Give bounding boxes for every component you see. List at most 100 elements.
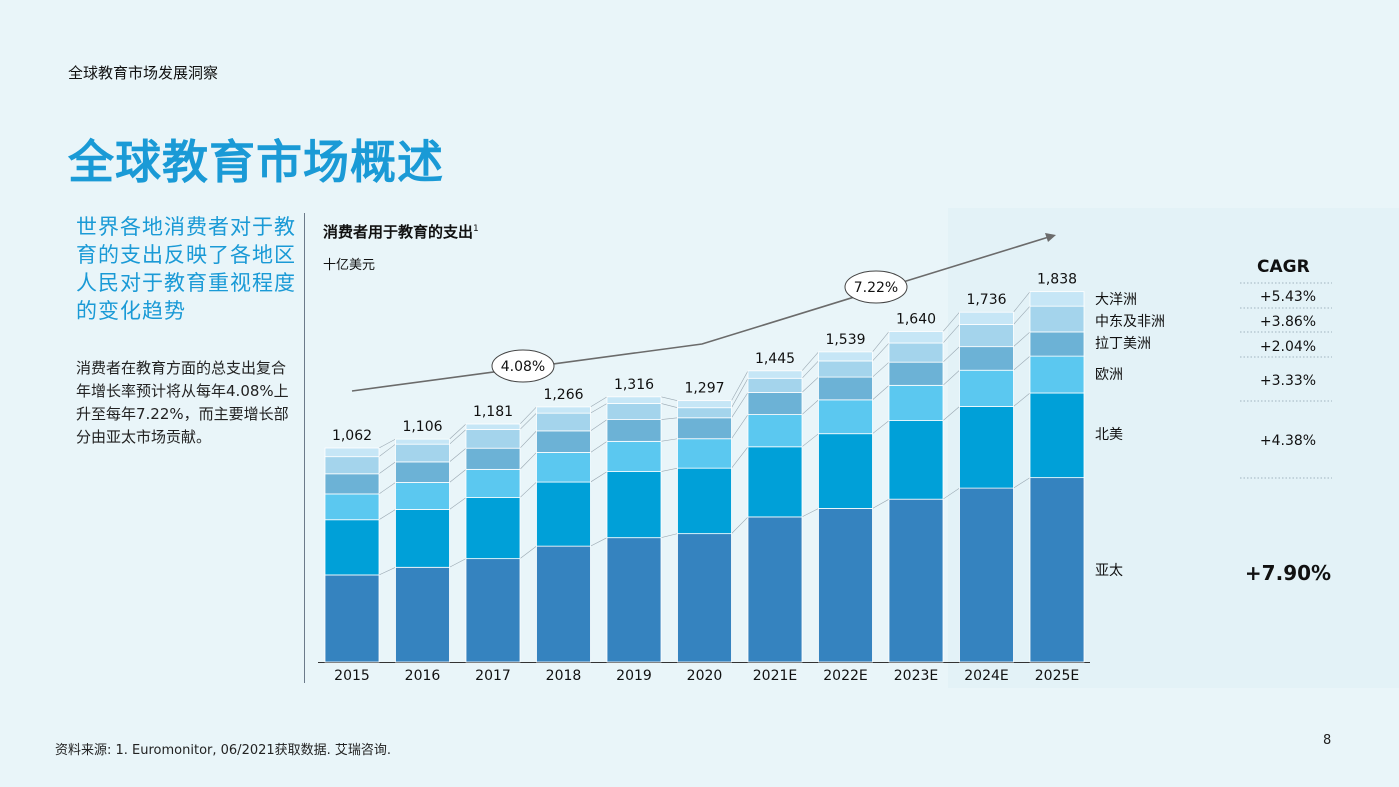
connector-line bbox=[872, 498, 890, 509]
bar-total-label: 1,266 bbox=[543, 387, 583, 403]
growth-rate-bubble bbox=[491, 349, 555, 383]
page-number: 8 bbox=[1323, 733, 1332, 748]
bar-segment-2 bbox=[324, 493, 380, 521]
connector-line bbox=[942, 406, 960, 421]
chart-title: 消费者用于教育的支出1 bbox=[323, 221, 479, 242]
connector-line bbox=[1013, 291, 1031, 313]
legend-label: 拉丁美洲 bbox=[1095, 336, 1151, 352]
growth-rate-bubble bbox=[844, 270, 908, 304]
trend-arrow-head bbox=[1045, 233, 1056, 242]
connector-line bbox=[449, 447, 467, 463]
bar-segment-4 bbox=[959, 324, 1014, 348]
bar-segment-4 bbox=[324, 456, 380, 475]
bar-segment-1 bbox=[1029, 392, 1085, 479]
bar-segment-4 bbox=[395, 443, 450, 463]
chart-title-note: 1 bbox=[473, 224, 479, 234]
connector-line bbox=[590, 441, 608, 453]
connector-line bbox=[801, 360, 819, 379]
bar-segment-4 bbox=[818, 360, 873, 378]
bar-segment-1 bbox=[324, 519, 380, 576]
connector-line bbox=[449, 558, 467, 568]
bar-segment-5 bbox=[677, 400, 732, 409]
legend-label: 大洋洲 bbox=[1095, 292, 1137, 308]
connector-line bbox=[731, 516, 749, 534]
x-tick-label: 2019 bbox=[616, 668, 652, 684]
connector-line bbox=[1013, 355, 1031, 371]
bar-segment-0 bbox=[536, 545, 591, 663]
bar-total-label: 1,736 bbox=[966, 292, 1006, 308]
bar-segment-3 bbox=[324, 473, 380, 495]
bar-segment-5 bbox=[606, 396, 662, 404]
chart-panel-background bbox=[948, 208, 1399, 688]
bar-segment-1 bbox=[465, 497, 521, 560]
bar-segment-2 bbox=[818, 399, 873, 435]
connector-line bbox=[378, 509, 396, 520]
bar-segment-0 bbox=[959, 487, 1014, 663]
x-tick-label: 2022E bbox=[823, 668, 867, 684]
connector-line bbox=[660, 438, 678, 442]
bar-segment-2 bbox=[677, 438, 732, 469]
bar-segment-2 bbox=[606, 440, 662, 472]
bar-segment-0 bbox=[324, 574, 380, 663]
legend-label: 欧洲 bbox=[1095, 367, 1123, 383]
cagr-value: +4.38% bbox=[1260, 433, 1316, 449]
x-tick-label: 2018 bbox=[546, 668, 582, 684]
cagr-value: +5.43% bbox=[1260, 289, 1316, 305]
bar-segment-2 bbox=[395, 482, 450, 510]
connector-line bbox=[801, 399, 819, 415]
bar-segment-1 bbox=[959, 406, 1014, 489]
legend-label: 中东及非洲 bbox=[1095, 314, 1165, 330]
bar-segment-2 bbox=[536, 452, 591, 483]
bar-segment-3 bbox=[818, 376, 873, 401]
connector-line bbox=[449, 423, 467, 440]
legend-label: 亚太 bbox=[1095, 563, 1123, 579]
bar-segment-5 bbox=[888, 331, 944, 344]
connector-line bbox=[801, 376, 819, 393]
growth-rate-label: 7.22% bbox=[854, 280, 898, 296]
connector-line bbox=[519, 406, 537, 425]
bar-segment-0 bbox=[818, 508, 873, 663]
page-title: 全球教育市场概述 bbox=[68, 135, 444, 189]
connector-line bbox=[378, 443, 396, 457]
bar-total-label: 1,445 bbox=[755, 351, 795, 367]
connector-line bbox=[731, 392, 749, 418]
connector-line bbox=[378, 482, 396, 495]
bar-segment-0 bbox=[606, 537, 662, 663]
bar-segment-4 bbox=[606, 403, 662, 420]
bar-total-label: 1,297 bbox=[684, 381, 724, 397]
connector-line bbox=[872, 385, 890, 401]
cagr-value: +7.90% bbox=[1245, 561, 1331, 585]
connector-line bbox=[519, 452, 537, 470]
bar-segment-3 bbox=[888, 361, 944, 386]
connector-line bbox=[731, 370, 749, 401]
connector-line bbox=[731, 378, 749, 408]
bar-segment-3 bbox=[606, 419, 662, 442]
connector-line bbox=[449, 497, 467, 510]
bar-segment-5 bbox=[324, 447, 380, 458]
bar-segment-2 bbox=[888, 384, 944, 422]
bar-segment-5 bbox=[465, 423, 521, 430]
bar-segment-1 bbox=[818, 433, 873, 509]
connector-line bbox=[731, 414, 749, 439]
bar-segment-0 bbox=[677, 533, 732, 663]
x-tick-label: 2017 bbox=[475, 668, 511, 684]
connector-line bbox=[590, 419, 608, 432]
connector-line bbox=[660, 533, 678, 538]
connector-line bbox=[378, 461, 396, 475]
chart-title-text: 消费者用于教育的支出 bbox=[323, 223, 474, 241]
connector-line bbox=[378, 438, 396, 449]
bar-segment-1 bbox=[888, 420, 944, 500]
bar-segment-4 bbox=[1029, 305, 1085, 333]
connector-line bbox=[519, 412, 537, 430]
connector-line bbox=[660, 467, 678, 472]
growth-rate-label: 4.08% bbox=[501, 359, 545, 375]
legend-label: 北美 bbox=[1095, 427, 1123, 443]
x-tick-label: 2025E bbox=[1035, 668, 1079, 684]
connector-line bbox=[519, 430, 537, 449]
bar-segment-0 bbox=[395, 566, 450, 663]
bar-total-label: 1,539 bbox=[825, 332, 865, 348]
vertical-divider bbox=[304, 213, 305, 683]
bar-total-label: 1,316 bbox=[614, 377, 654, 393]
connector-line bbox=[660, 417, 678, 420]
bar-segment-0 bbox=[888, 498, 944, 663]
